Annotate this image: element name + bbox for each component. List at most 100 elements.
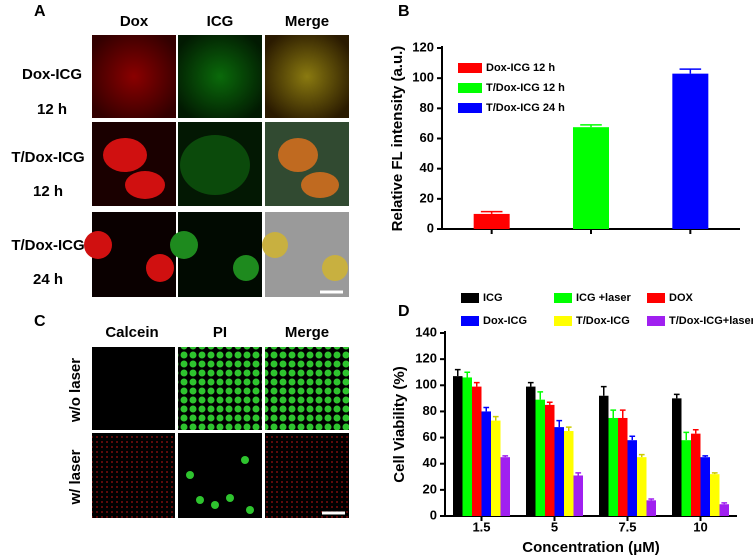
error-bar xyxy=(546,401,553,405)
legend-label: Dox-ICG 12 h xyxy=(486,62,555,74)
error-bar xyxy=(565,426,572,432)
error-bar xyxy=(648,498,655,501)
image-grid-a xyxy=(84,35,349,297)
bar xyxy=(691,433,701,516)
legend-swatch xyxy=(647,316,665,326)
image-grid-c xyxy=(92,347,349,518)
legend-swatch xyxy=(554,316,572,326)
row-label: T/Dox-ICG xyxy=(11,149,84,166)
legend-swatch xyxy=(458,83,482,93)
column-header: Merge xyxy=(285,13,329,30)
error-bar xyxy=(575,472,582,476)
column-header: Dox xyxy=(120,13,149,30)
y-axis-title: Cell Viability (%) xyxy=(391,366,408,482)
error-bar xyxy=(527,381,534,387)
legend-label: T/Dox-ICG 24 h xyxy=(486,102,565,114)
legend-label: T/Dox-ICG+laser xyxy=(669,315,753,327)
y-tick-label: 60 xyxy=(423,429,437,444)
row-label: 12 h xyxy=(33,183,63,200)
x-tick-label: 5 xyxy=(551,519,558,534)
bar xyxy=(637,457,647,516)
x-tick-label: 1.5 xyxy=(472,519,490,534)
y-tick-label: 100 xyxy=(412,70,434,85)
bar xyxy=(608,417,618,516)
error-bar xyxy=(721,502,728,505)
column-header: PI xyxy=(213,324,227,341)
bar xyxy=(545,404,555,516)
error-bar xyxy=(638,453,645,458)
y-tick-label: 140 xyxy=(415,324,437,339)
error-bar xyxy=(629,435,636,441)
bar xyxy=(672,398,682,516)
y-tick-label: 40 xyxy=(423,455,437,470)
row-label: T/Dox-ICG xyxy=(11,237,84,254)
error-bar xyxy=(679,68,702,74)
bar xyxy=(672,73,709,230)
bar xyxy=(618,417,628,516)
column-header: Merge xyxy=(285,324,329,341)
bar xyxy=(573,475,583,516)
legend-swatch xyxy=(647,293,665,303)
panel-label: D xyxy=(398,303,410,320)
row-label: 12 h xyxy=(37,101,67,118)
bar xyxy=(526,386,536,516)
error-bar xyxy=(480,210,503,214)
y-tick-label: 60 xyxy=(420,130,434,145)
y-tick-label: 20 xyxy=(423,481,437,496)
bar xyxy=(599,395,609,516)
error-bar xyxy=(556,419,563,428)
bar xyxy=(700,457,710,516)
column-header: Calcein xyxy=(105,324,158,341)
error-bar xyxy=(619,409,626,418)
legend-swatch xyxy=(554,293,572,303)
y-tick-label: 80 xyxy=(420,100,434,115)
y-tick-label: 100 xyxy=(415,377,437,392)
legend-label: ICG +laser xyxy=(576,292,631,304)
legend-label: ICG xyxy=(483,292,503,304)
bar xyxy=(473,213,510,229)
bar xyxy=(472,386,482,516)
bar xyxy=(453,376,463,516)
error-bar xyxy=(492,415,499,421)
bar xyxy=(535,399,545,516)
y-tick-label: 0 xyxy=(430,507,437,522)
legend-swatch xyxy=(461,293,479,303)
legend-label: DOX xyxy=(669,292,694,304)
panel-label: C xyxy=(34,313,46,330)
legend-label: Dox-ICG xyxy=(483,315,527,327)
error-bar xyxy=(702,455,709,458)
panel-label: A xyxy=(34,3,46,20)
y-tick-label: 120 xyxy=(412,39,434,54)
bar xyxy=(500,457,510,516)
bar xyxy=(554,427,564,516)
x-tick-label: 7.5 xyxy=(618,519,636,534)
row-label: 24 h xyxy=(33,271,63,288)
legend-label: T/Dox-ICG xyxy=(576,315,630,327)
bar xyxy=(646,500,656,516)
x-tick-label: 10 xyxy=(693,519,707,534)
error-bar xyxy=(537,391,544,400)
error-bar xyxy=(711,472,718,475)
row-label: w/ laser xyxy=(67,449,84,505)
bar xyxy=(627,440,637,516)
bar xyxy=(481,411,491,516)
bar xyxy=(564,431,574,516)
row-label: Dox-ICG xyxy=(22,66,82,83)
bar xyxy=(462,377,472,516)
bar xyxy=(681,440,691,516)
y-tick-label: 120 xyxy=(415,351,437,366)
legend-swatch xyxy=(461,316,479,326)
error-bar xyxy=(673,393,680,399)
legend-swatch xyxy=(458,103,482,113)
y-tick-label: 80 xyxy=(423,403,437,418)
bar xyxy=(710,474,720,516)
y-tick-label: 20 xyxy=(420,190,434,205)
x-axis-title: Concentration (μM) xyxy=(522,539,660,556)
legend-swatch xyxy=(458,63,482,73)
error-bar xyxy=(610,409,617,418)
error-bar xyxy=(600,385,607,396)
row-label: w/o laser xyxy=(67,358,84,423)
y-tick-label: 40 xyxy=(420,160,434,175)
y-axis-title: Relative FL intensity (a.u.) xyxy=(389,46,406,232)
